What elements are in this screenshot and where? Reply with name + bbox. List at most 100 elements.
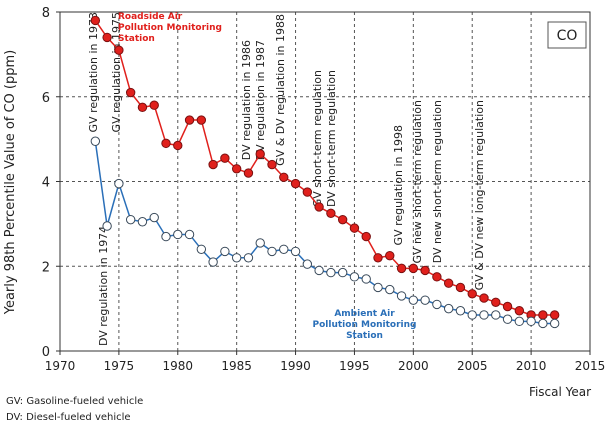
point (361, 231, 371, 242)
point (267, 246, 277, 257)
point (173, 229, 183, 240)
point (231, 164, 242, 174)
point (208, 257, 218, 267)
x-tick-label: 2000 (398, 359, 429, 373)
plot-frame (59, 11, 591, 352)
point (90, 136, 101, 146)
x-tick-label: 1970 (45, 359, 76, 373)
point (196, 115, 207, 125)
annotation: GV regulation in 1975 (110, 12, 123, 132)
point (114, 45, 124, 55)
point (502, 314, 513, 324)
point (102, 32, 112, 43)
x-tick-label: 2015 (575, 359, 606, 373)
point (502, 301, 513, 312)
point (385, 284, 395, 295)
point (373, 253, 383, 263)
point (373, 282, 383, 293)
point (196, 244, 207, 255)
y-axis-label: Yearly 98th Percentile Value of CO (ppm) (3, 50, 18, 316)
point (279, 244, 289, 255)
panel-label: CO (557, 28, 578, 44)
point (467, 289, 477, 299)
point (125, 87, 136, 98)
x-tick-label: 1985 (221, 359, 252, 373)
annotation: GV & DV regulation in 1988 (274, 14, 287, 166)
x-tick-label: 2010 (516, 359, 547, 373)
y-tick-label: 8 (42, 6, 50, 21)
point (361, 274, 371, 284)
note: DV: Diesel-fueled vehicle (6, 412, 131, 423)
point (491, 297, 501, 307)
annotation: GV new short-term regulation (411, 100, 424, 264)
point (125, 214, 136, 225)
point (408, 295, 419, 305)
point (443, 303, 454, 314)
point (455, 282, 466, 293)
point (279, 172, 289, 182)
point (396, 291, 407, 301)
point (290, 178, 301, 189)
annotation: DV regulation in 1974 (97, 226, 110, 346)
point (538, 310, 548, 320)
point (220, 246, 230, 257)
y-tick-label: 6 (42, 91, 50, 106)
point (149, 100, 159, 110)
point (326, 267, 336, 278)
point (314, 202, 324, 212)
annotation: GV short-term regulation (311, 70, 324, 207)
point (243, 253, 254, 263)
point (526, 316, 536, 327)
point (408, 263, 419, 274)
point (337, 214, 348, 225)
point (455, 306, 466, 316)
x-axis-label: Fiscal Year (529, 385, 591, 399)
point (290, 246, 301, 257)
x-tick-label: 1995 (339, 359, 370, 373)
point (549, 310, 560, 320)
point (114, 178, 124, 189)
point (538, 318, 548, 329)
point (443, 278, 454, 288)
point (220, 153, 230, 163)
point (231, 253, 242, 263)
point (432, 299, 442, 310)
annotation: GV & DV new long-term regulation (473, 100, 486, 290)
point (255, 149, 265, 159)
point (491, 310, 501, 320)
point (255, 238, 265, 248)
annotation: DV short-term regulation (325, 70, 338, 207)
point (173, 140, 183, 151)
x-tick-label: 1980 (163, 359, 194, 373)
point (349, 272, 360, 282)
y-tick-label: 2 (42, 260, 50, 275)
x-tick-label: 2005 (457, 359, 488, 373)
point (302, 259, 313, 269)
point (349, 223, 360, 233)
annotation: DV regulation in 1987 (254, 40, 267, 160)
series-line (94, 20, 555, 316)
point (90, 15, 101, 26)
point (514, 306, 525, 316)
point (385, 250, 395, 261)
point (420, 295, 430, 305)
point (479, 310, 489, 320)
point (302, 187, 313, 197)
series-line (94, 141, 555, 325)
point (467, 310, 477, 320)
x-tick-label: 1990 (280, 359, 311, 373)
point (184, 115, 195, 125)
point (243, 168, 254, 178)
point (161, 231, 171, 242)
point (549, 318, 560, 329)
point (326, 208, 336, 218)
point (137, 102, 148, 113)
point (514, 316, 525, 327)
point (314, 265, 324, 276)
point (337, 267, 348, 278)
series-label: Roadside Air Pollution Monitoring Statio… (118, 12, 222, 44)
y-tick-label: 4 (42, 176, 50, 191)
x-tick-label: 1975 (104, 359, 135, 373)
